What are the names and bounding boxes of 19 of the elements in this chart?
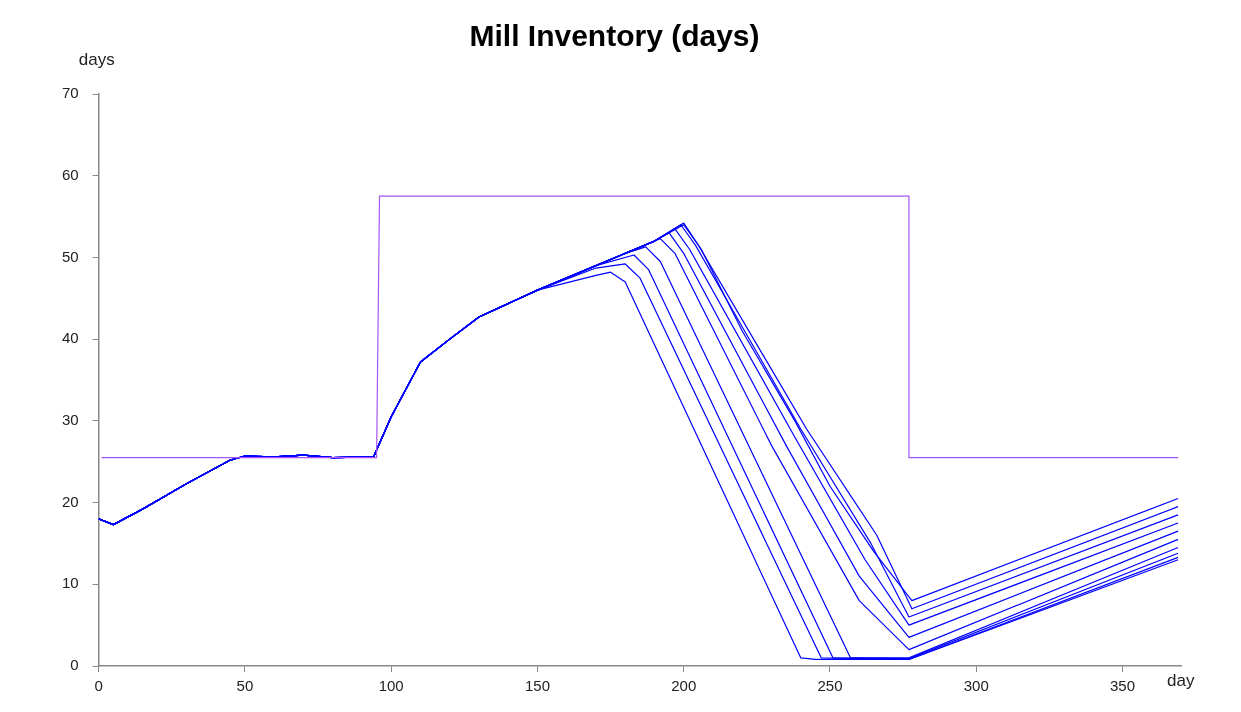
y-tick-label: 0 [70,656,79,674]
y-tick-label: 10 [62,574,79,592]
y-tick-label: 20 [62,492,79,510]
x-tick-label: 300 [963,677,989,695]
y-tick-label: 70 [62,84,79,102]
x-tick-label: 100 [378,677,404,695]
x-tick-label: 350 [1109,677,1136,695]
y-tick-label: 60 [62,165,79,183]
x-tick-label: 150 [524,677,550,695]
x-tick-label: 200 [671,677,697,695]
x-tick-label: 0 [94,677,103,695]
x-tick-label: 50 [236,677,254,695]
x-axis-title: day [1167,671,1195,691]
y-tick-label: 50 [62,247,79,265]
y-axis-title: days [78,50,115,70]
chart-title: Mill Inventory (days) [469,19,760,53]
x-tick-label: 250 [817,677,843,695]
y-tick-label: 30 [62,411,79,428]
y-tick-label: 40 [62,329,79,347]
